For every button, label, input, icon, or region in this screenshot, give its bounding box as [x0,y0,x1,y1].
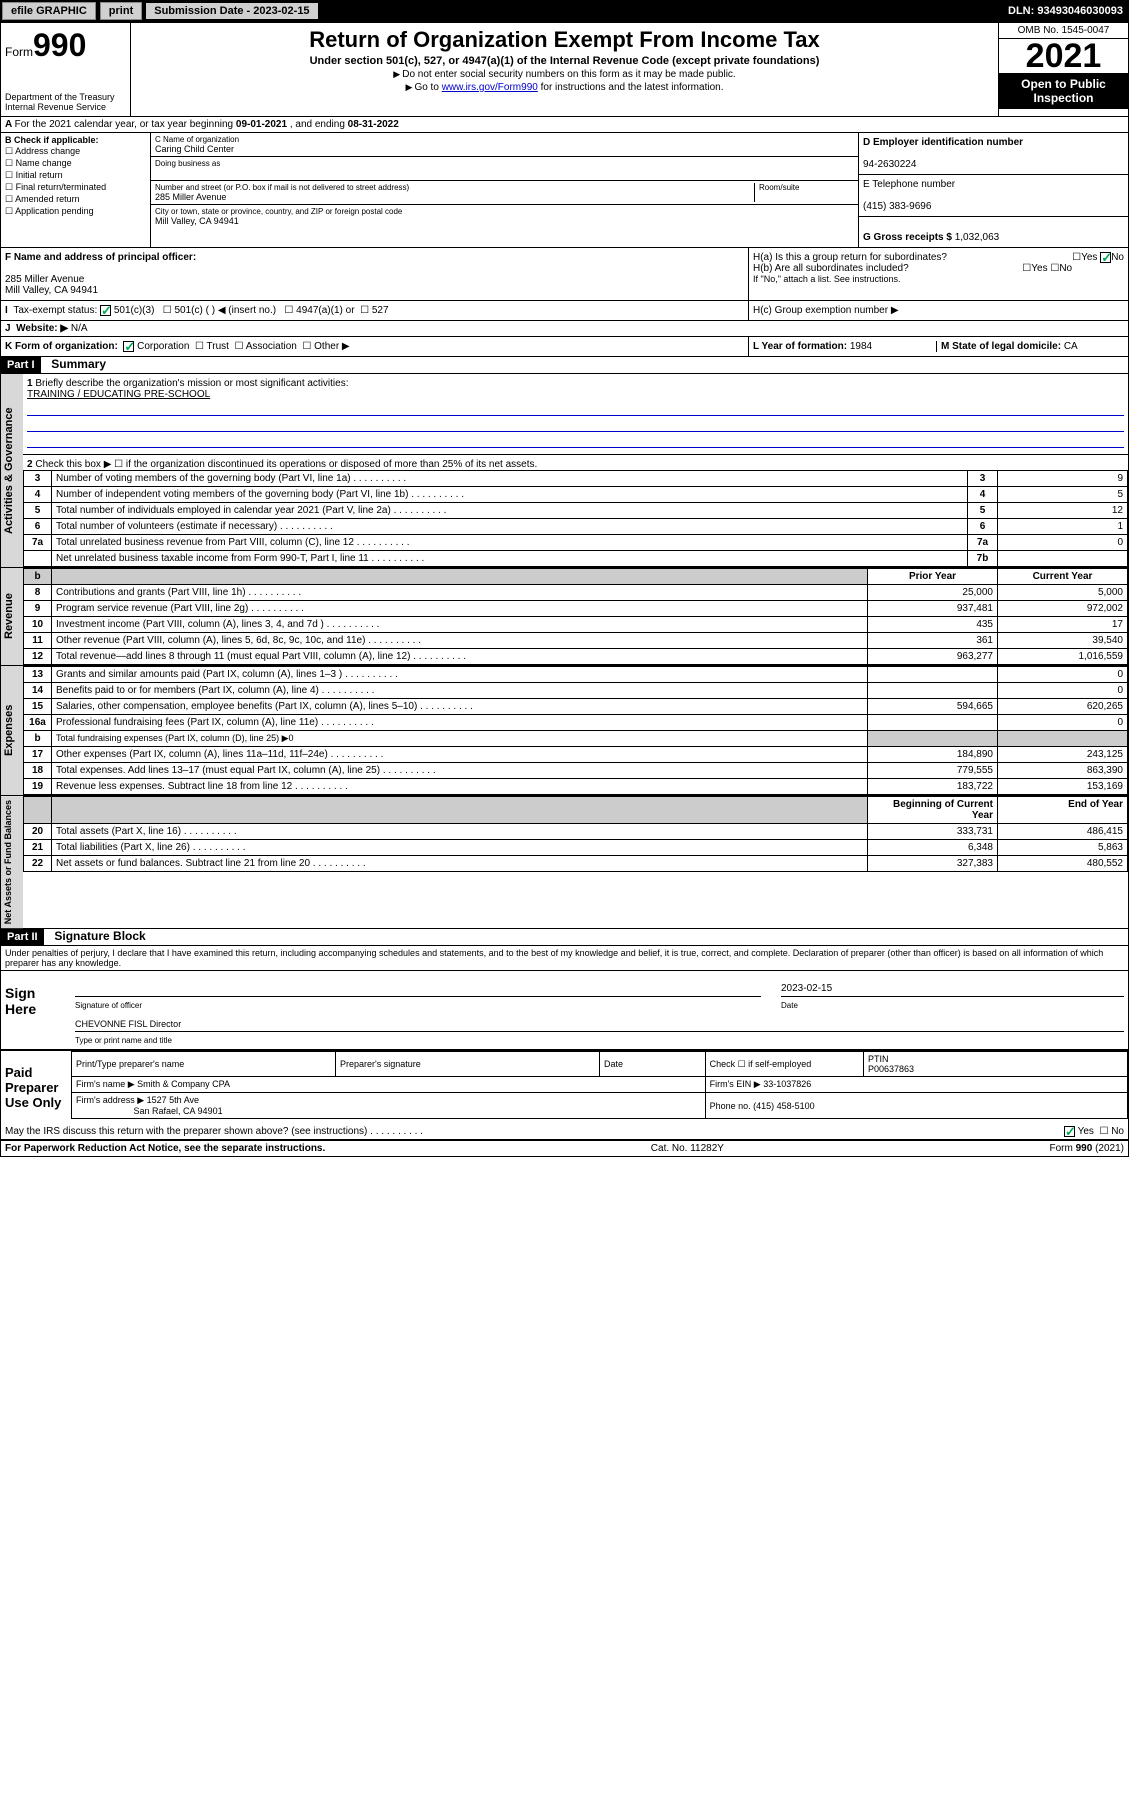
declaration: Under penalties of perjury, I declare th… [1,946,1128,970]
gross-receipts: G Gross receipts $ 1,032,063 [859,217,1128,247]
telephone: E Telephone number (415) 383-9696 [859,175,1128,217]
exp-label: Expenses [1,666,23,795]
discuss-row: May the IRS discuss this return with the… [1,1124,1128,1140]
irs-link[interactable]: www.irs.gov/Form990 [442,82,538,93]
box-b: B Check if applicable: ☐ Address change … [1,133,151,247]
street-address: Number and street (or P.O. box if mail i… [151,181,858,205]
form-subtitle: Under section 501(c), 527, or 4947(a)(1)… [135,55,994,67]
paid-preparer: Paid Preparer Use Only [1,1051,71,1124]
instructions-link: Go to www.irs.gov/Form990 for instructio… [135,82,994,93]
tax-exempt-status: I Tax-exempt status: 501(c)(3) ☐ 501(c) … [1,301,748,320]
sign-here: Sign Here [1,971,71,1049]
corp-checkbox[interactable] [123,341,134,352]
officer-name-line: CHEVONNE FISL Director [75,1014,1124,1032]
revenue-table: bPrior YearCurrent Year8Contributions an… [23,568,1128,665]
city-state-zip: City or town, state or province, country… [151,205,858,228]
year-state: L Year of formation: 1984 M State of leg… [748,337,1128,356]
part2-header: Part II [1,929,44,945]
rev-label: Revenue [1,568,23,665]
net-assets-table: Beginning of Current YearEnd of Year 20T… [23,796,1128,872]
org-name: C Name of organization Caring Child Cent… [151,133,858,157]
website-row: J Website: ▶ N/A [1,321,1128,337]
ein: D Employer identification number 94-2630… [859,133,1128,175]
ssn-note: Do not enter social security numbers on … [135,69,994,80]
discuss-yes[interactable] [1064,1126,1075,1137]
part1-header: Part I [1,357,41,373]
part2-title: Signature Block [46,929,145,943]
print-button[interactable]: print [100,2,142,20]
preparer-table: Print/Type preparer's name Preparer's si… [71,1051,1128,1119]
officer-sig-line[interactable] [75,979,761,997]
net-label: Net Assets or Fund Balances [1,796,23,928]
gov-table: 3Number of voting members of the governi… [23,470,1128,567]
irs-label: Internal Revenue Service [5,102,126,112]
efile-button[interactable]: efile GRAPHIC [2,2,96,20]
period-row: A For the 2021 calendar year, or tax yea… [1,117,1128,133]
discontinued-q: 2 Check this box ▶ ☐ if the organization… [23,455,1128,470]
footer: For Paperwork Reduction Act Notice, see … [1,1140,1128,1156]
submission-date: Submission Date - 2023-02-15 [146,3,317,19]
tax-year: 2021 [999,39,1128,73]
mission-q: 1 Briefly describe the organization's mi… [23,374,1128,455]
dept-treasury: Department of the Treasury [5,92,126,102]
top-toolbar: efile GRAPHIC print Submission Date - 20… [0,0,1129,22]
form-title: Return of Organization Exempt From Incom… [135,27,994,53]
dba: Doing business as [151,157,858,181]
open-public: Open to Public Inspection [999,73,1128,109]
ha-no-checkbox[interactable] [1100,252,1111,263]
expenses-table: 13Grants and similar amounts paid (Part … [23,666,1128,795]
group-exemption: H(c) Group exemption number ▶ [748,301,1128,320]
form-number: Form990 [5,27,126,64]
form-of-org: K Form of organization: Corporation ☐ Tr… [1,337,748,356]
dln-field: DLN: 93493046030093 [1004,5,1127,17]
principal-officer: F Name and address of principal officer:… [1,248,748,300]
group-return: H(a) Is this a group return for subordin… [748,248,1128,300]
gov-label: Activities & Governance [1,374,23,567]
sig-date: 2023-02-15 [781,979,1124,997]
501c3-checkbox[interactable] [100,305,111,316]
part1-title: Summary [43,357,106,371]
form-990: Form990 Department of the Treasury Inter… [0,22,1129,1157]
